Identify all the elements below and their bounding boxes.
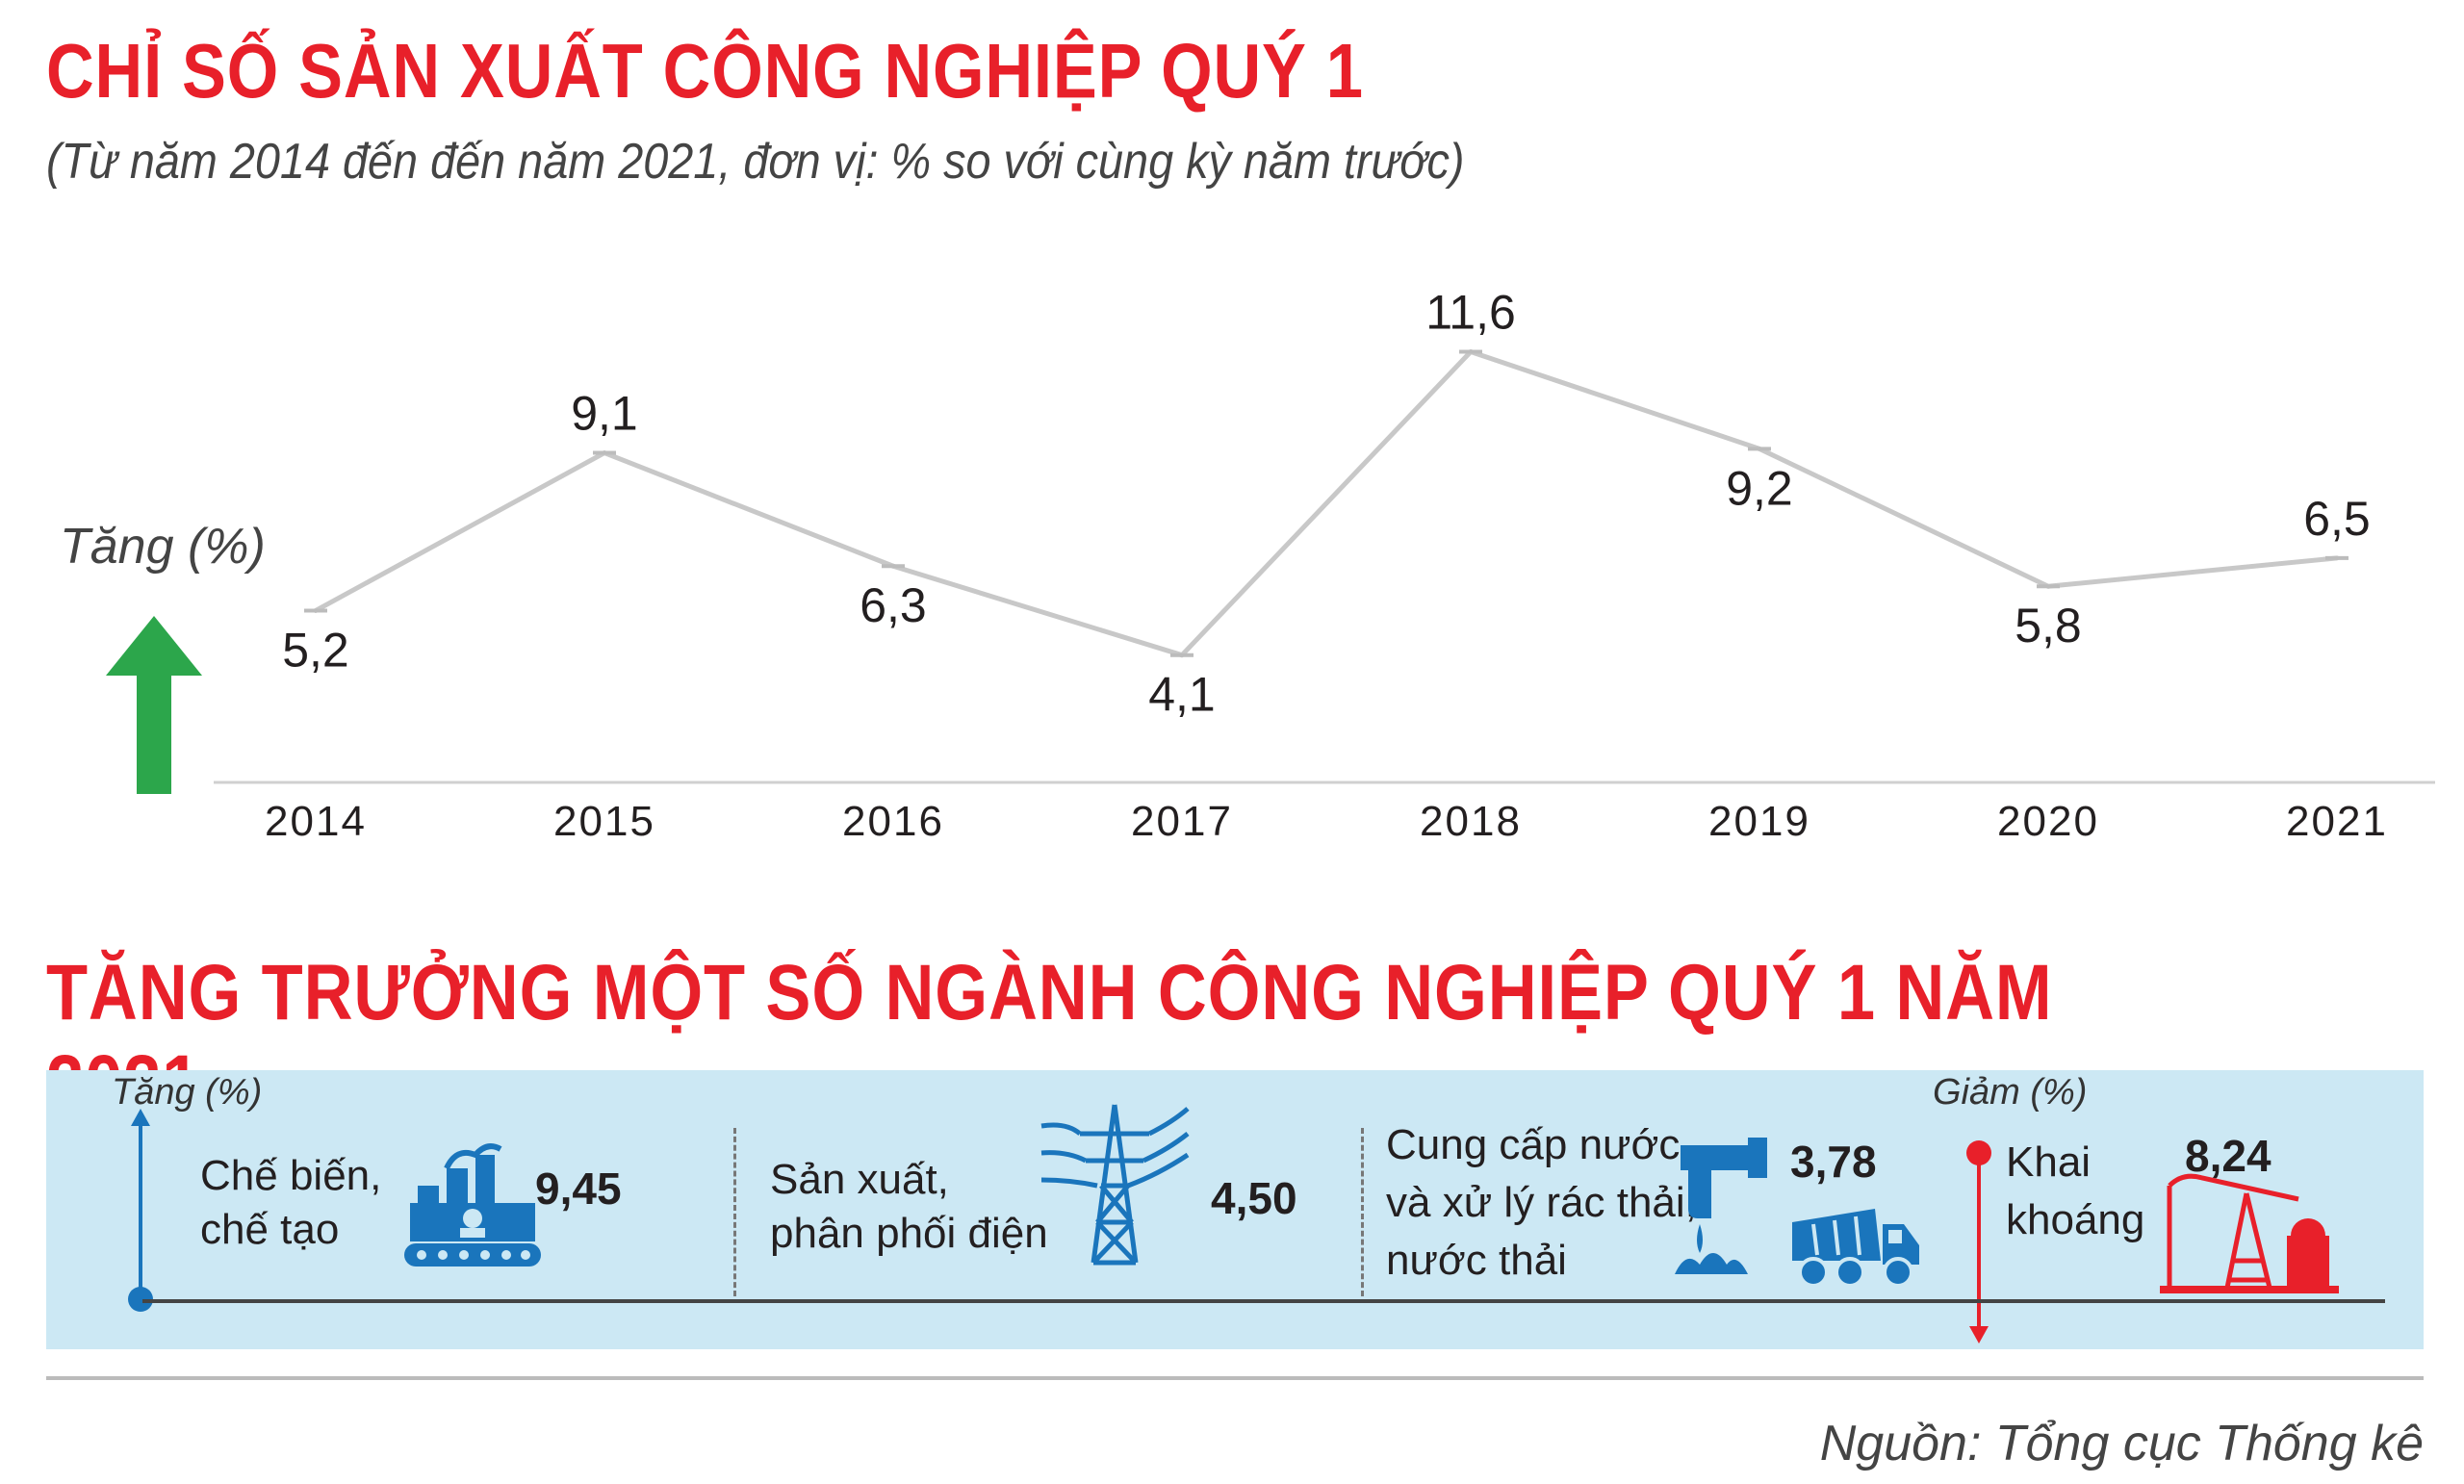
item-water-line2: và xử lý rác thải, <box>1386 1179 1697 1226</box>
data-label: 5,8 <box>2015 599 2082 652</box>
down-axis-arrow-icon <box>1966 1140 1991 1343</box>
item-manufacturing-value: 9,45 <box>535 1164 622 1214</box>
data-label: 9,1 <box>571 387 638 441</box>
oil-pump-icon <box>2160 1173 2339 1293</box>
source-note: Nguồn: Tổng cục Thống kê <box>1819 1416 2424 1471</box>
item-electricity-line1: Sản xuất, <box>770 1156 949 1203</box>
series-line-segment <box>890 563 1185 658</box>
footer-divider <box>46 1376 2424 1380</box>
data-label: 4,1 <box>1148 668 1216 722</box>
x-tick-label: 2017 <box>1131 798 1233 845</box>
data-label: 6,3 <box>860 578 927 632</box>
x-tick-label: 2020 <box>1997 798 2099 845</box>
up-arrow-icon <box>106 616 202 794</box>
x-tick-label: 2018 <box>1420 798 1522 845</box>
divider <box>1361 1128 1364 1296</box>
item-manufacturing-line1: Chế biến, <box>200 1152 382 1199</box>
item-mining-line2: khoáng <box>2006 1196 2145 1243</box>
line-chart: 5,2 9,1 6,3 4,1 11,6 9,2 5,8 6,5 2014 2015 2016 201… <box>214 285 2435 845</box>
series-line-segment <box>313 450 607 613</box>
down-axis-label: Giảm (%) <box>1933 1072 2088 1113</box>
x-tick-label: 2021 <box>2286 798 2388 845</box>
data-label: 9,2 <box>1726 461 1793 515</box>
data-label: 11,6 <box>1425 285 1516 339</box>
data-label: 5,2 <box>282 623 349 677</box>
series-line-segment <box>1468 348 1762 451</box>
industry-growth-panel: Tăng (%) Chế biến, chế tạo 9,45 Sản xuất… <box>46 1070 2424 1349</box>
up-axis-arrow-icon <box>128 1109 153 1312</box>
x-tick-label: 2015 <box>553 798 655 845</box>
item-water-line1: Cung cấp nước <box>1386 1121 1681 1168</box>
series-line-segment <box>1757 446 2051 589</box>
series-line-segment <box>1179 348 1474 658</box>
item-water-value: 3,78 <box>1790 1137 1877 1187</box>
item-electricity-line2: phân phối điện <box>770 1210 1048 1257</box>
water-tap-icon <box>1675 1138 1767 1274</box>
panel-baseline <box>142 1299 2385 1303</box>
chart-subtitle: (Từ năm 2014 đến đến năm 2021, đơn vị: %… <box>46 134 1465 190</box>
x-tick-label: 2019 <box>1708 798 1810 845</box>
chart-title: CHỈ SỐ SẢN XUẤT CÔNG NGHIỆP QUÝ 1 <box>46 28 1364 114</box>
garbage-truck-icon <box>1792 1209 1919 1288</box>
item-electricity-value: 4,50 <box>1211 1173 1297 1223</box>
x-tick-label: 2016 <box>842 798 944 845</box>
item-manufacturing-line2: chế tạo <box>200 1206 340 1253</box>
series-line-segment <box>2045 555 2340 589</box>
item-mining-line1: Khai <box>2006 1139 2092 1186</box>
up-axis-label: Tăng (%) <box>112 1072 263 1113</box>
item-mining-value: 8,24 <box>2185 1131 2272 1181</box>
series-line-segment <box>602 450 896 569</box>
data-label: 6,5 <box>2303 492 2371 546</box>
y-axis-label: Tăng (%) <box>60 519 266 575</box>
factory-icon <box>404 1143 541 1267</box>
divider <box>733 1128 736 1296</box>
x-tick-label: 2014 <box>265 798 367 845</box>
item-water-line3: nước thải <box>1386 1237 1567 1284</box>
power-tower-icon <box>1040 1104 1190 1266</box>
